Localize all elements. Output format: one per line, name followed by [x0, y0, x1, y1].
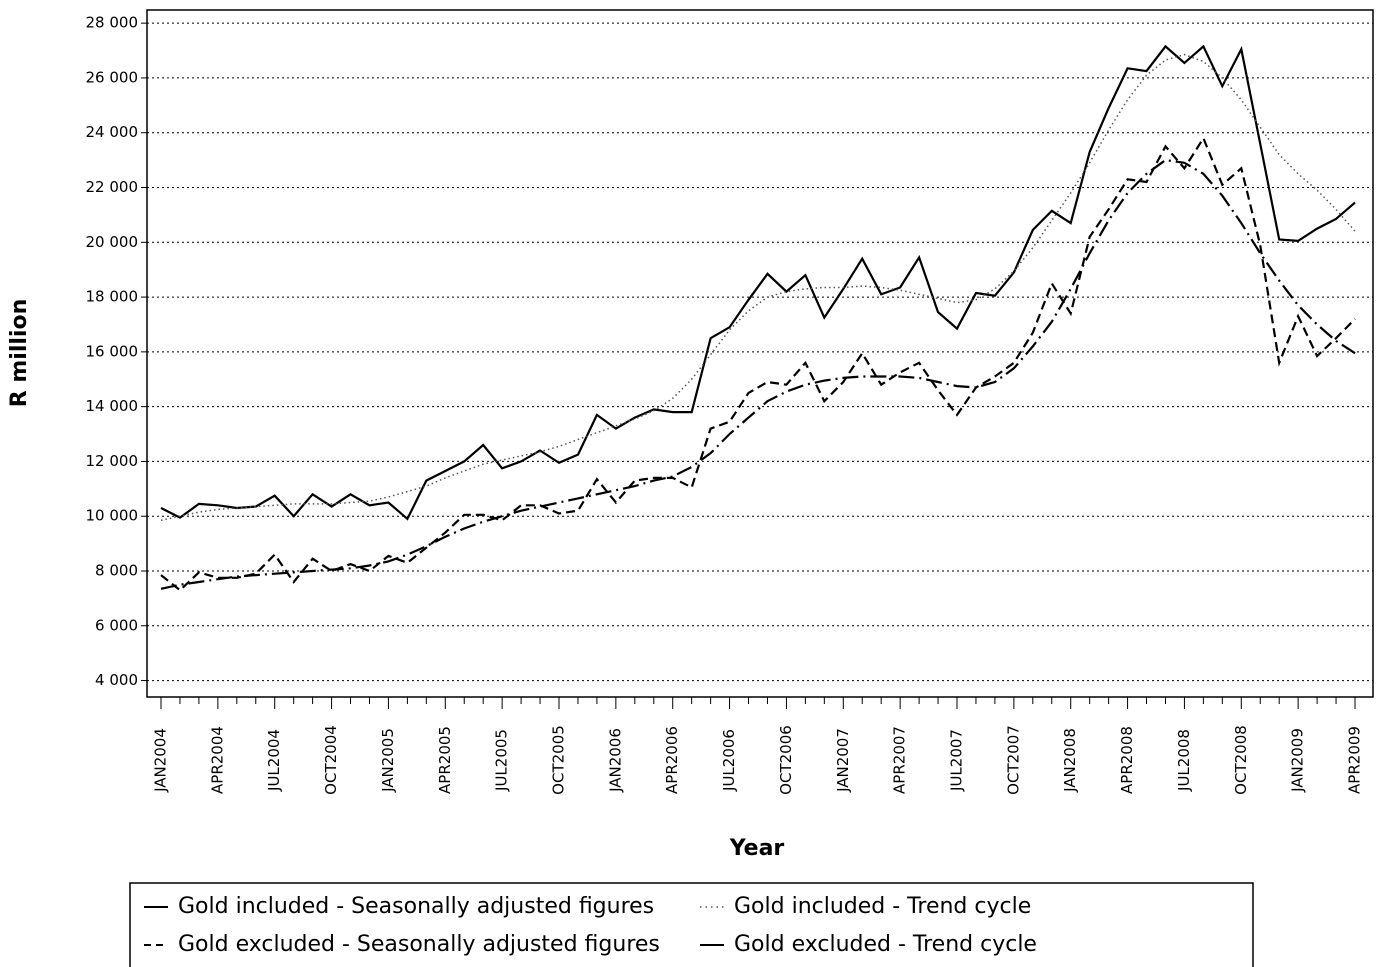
x-tick-label: OCT2007 [1004, 725, 1022, 795]
y-tick-label: 10 000 [86, 507, 139, 525]
x-tick-label: JAN2007 [834, 728, 852, 793]
x-tick-label: APR2006 [663, 726, 681, 794]
y-tick-label: 12 000 [86, 452, 139, 470]
y-tick-label: 14 000 [86, 397, 139, 415]
y-tick-label: 6 000 [95, 616, 138, 634]
legend-label: Gold included - Trend cycle [734, 894, 1031, 919]
x-tick-label: JAN2006 [606, 728, 624, 793]
legend-label: Gold excluded - Trend cycle [734, 932, 1037, 957]
x-tick-label: JUL2004 [265, 729, 283, 792]
x-tick-label: APR2007 [891, 726, 909, 794]
y-tick-label: 22 000 [86, 178, 139, 196]
x-tick-label: OCT2006 [777, 725, 795, 795]
y-tick-label: 28 000 [86, 14, 139, 32]
x-tick-label: APR2008 [1118, 726, 1136, 794]
x-tick-label: APR2009 [1346, 726, 1364, 794]
legend-frame [129, 882, 1254, 967]
x-tick-label: OCT2008 [1232, 725, 1250, 795]
x-tick-label: OCT2004 [322, 725, 340, 795]
series-line [160, 135, 1356, 592]
y-tick-label: 20 000 [86, 233, 139, 251]
y-tick-label: 4 000 [95, 671, 138, 689]
y-tick-label: 16 000 [86, 342, 139, 360]
x-tick-label: JAN2009 [1289, 728, 1307, 793]
x-tick-label: JAN2008 [1061, 728, 1079, 793]
legend-label: Gold excluded - Seasonally adjusted figu… [178, 932, 660, 957]
y-tick-label: 8 000 [95, 561, 138, 579]
x-tick-label: OCT2005 [550, 725, 568, 795]
x-tick-label: JAN2004 [152, 728, 170, 793]
series-line [160, 53, 1356, 522]
legend-label: Gold included - Seasonally adjusted figu… [178, 894, 654, 919]
y-tick-label: 26 000 [86, 68, 139, 86]
x-tick-label: JUL2006 [720, 729, 738, 792]
series-line [160, 158, 1356, 590]
x-tick-label: JUL2005 [493, 729, 511, 792]
y-tick-label: 18 000 [86, 288, 139, 306]
plot-frame [146, 9, 1374, 698]
x-tick-label: JAN2005 [379, 728, 397, 793]
series-line [160, 44, 1356, 521]
x-tick-label: JUL2008 [1175, 729, 1193, 792]
x-tick-label: APR2005 [436, 726, 454, 794]
x-axis-label: Year [729, 836, 785, 861]
x-tick-label: JUL2007 [948, 729, 966, 792]
y-tick-label: 24 000 [86, 123, 139, 141]
y-axis-label: R million [7, 299, 32, 407]
x-tick-label: APR2004 [208, 726, 226, 794]
